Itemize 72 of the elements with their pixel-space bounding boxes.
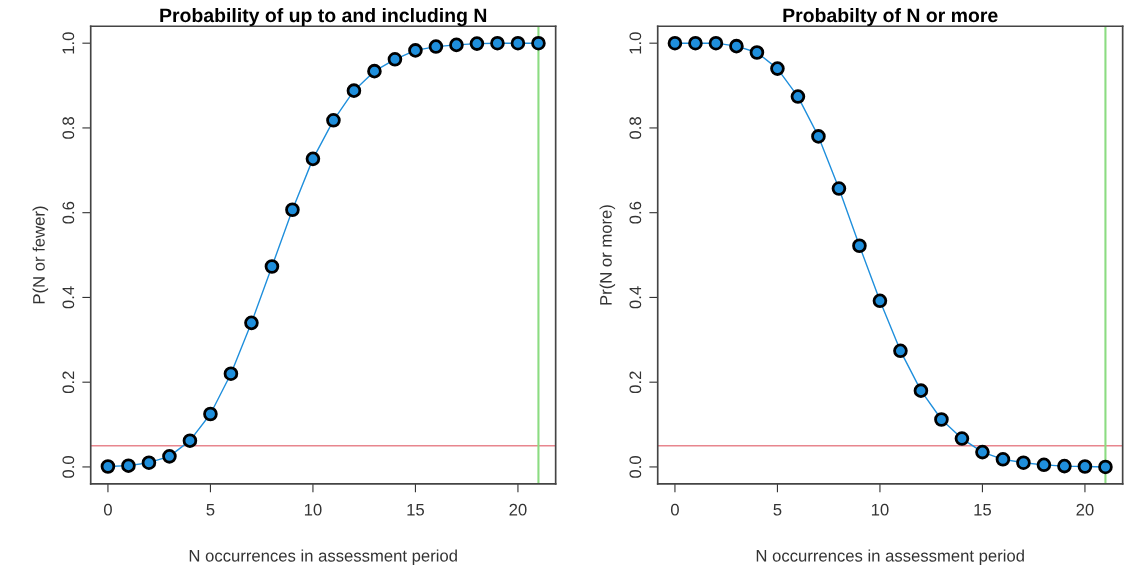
x-tick-label: 15 xyxy=(974,503,992,516)
point xyxy=(1036,457,1052,473)
point xyxy=(346,83,362,98)
point xyxy=(408,43,423,58)
point xyxy=(667,35,683,51)
x-tick-label: 15 xyxy=(407,503,425,516)
x-axis-title: N occurrences in assessment period xyxy=(756,549,1024,565)
x-tick-label: 5 xyxy=(206,503,215,516)
point xyxy=(790,89,806,104)
point xyxy=(708,35,724,51)
y-tick-label: 0.6 xyxy=(62,201,75,224)
point xyxy=(162,449,177,464)
point xyxy=(469,36,485,51)
point xyxy=(852,238,867,254)
point xyxy=(913,383,929,398)
point xyxy=(688,35,703,51)
point xyxy=(285,202,300,218)
y-tick-label: 0.2 xyxy=(629,371,642,394)
x-tick-label: 0 xyxy=(670,503,679,516)
point xyxy=(387,52,403,67)
y-tick-label: 0.8 xyxy=(629,117,642,139)
point xyxy=(100,459,116,474)
chart-title: Probabilty of N or more xyxy=(783,7,998,27)
point xyxy=(121,458,136,473)
point xyxy=(264,259,280,274)
point xyxy=(893,343,908,359)
point xyxy=(326,113,341,128)
x-tick-label: 20 xyxy=(1076,503,1094,516)
chart-title: Probability of up to and including N xyxy=(160,7,487,27)
point xyxy=(1077,459,1093,474)
point xyxy=(749,45,765,60)
x-tick-label: 0 xyxy=(103,503,112,516)
point xyxy=(770,61,785,76)
point xyxy=(872,293,888,309)
point xyxy=(182,433,198,448)
x-tick-label: 5 xyxy=(773,503,782,516)
point xyxy=(1057,458,1072,474)
point xyxy=(1016,455,1031,470)
point xyxy=(428,39,444,54)
point xyxy=(490,35,505,51)
point xyxy=(367,63,382,79)
point xyxy=(449,37,464,53)
y-tick-label: 0.4 xyxy=(62,286,75,309)
y-axis-title: Pr(N or more) xyxy=(599,205,616,305)
point xyxy=(1098,459,1113,475)
y-axis-title: P(N or fewer) xyxy=(32,206,49,304)
point xyxy=(223,366,239,382)
x-tick-label: 20 xyxy=(509,503,527,516)
point xyxy=(934,412,949,427)
y-tick-label: 1.0 xyxy=(62,32,75,54)
point xyxy=(305,151,321,167)
y-tick-label: 0.4 xyxy=(629,286,642,309)
y-tick-label: 0.2 xyxy=(62,371,75,394)
point xyxy=(141,455,157,470)
point xyxy=(729,38,744,54)
y-tick-label: 0.0 xyxy=(629,456,642,478)
x-tick-label: 10 xyxy=(871,503,889,516)
point xyxy=(831,181,847,196)
y-tick-label: 1.0 xyxy=(629,32,642,54)
point xyxy=(531,35,546,51)
point xyxy=(975,444,990,460)
y-tick-label: 0.0 xyxy=(62,456,75,478)
point xyxy=(954,431,970,446)
y-tick-label: 0.8 xyxy=(62,117,75,139)
point xyxy=(510,35,526,51)
point xyxy=(203,406,218,422)
x-axis-title: N occurrences in assessment period xyxy=(189,549,457,565)
point xyxy=(995,452,1011,467)
point xyxy=(244,315,259,331)
x-tick-label: 10 xyxy=(304,503,322,516)
y-tick-label: 0.6 xyxy=(629,201,642,224)
point xyxy=(811,129,826,144)
